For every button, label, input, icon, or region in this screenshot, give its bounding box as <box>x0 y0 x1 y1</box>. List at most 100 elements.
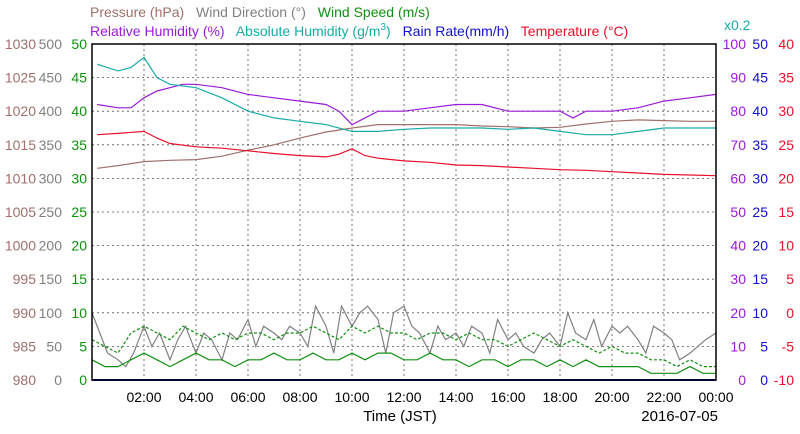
x-axis-ticks: 02:00 04:00 06:00 08:00 10:00 12:00 14:00 16:00… <box>126 389 733 405</box>
wind-direction-tick-label: 0 <box>54 372 62 388</box>
rain-rate-tick-label: 40 <box>752 103 768 119</box>
wind-speed-title: Wind Speed (m/s) <box>318 4 430 20</box>
x-tick-label: 14:00 <box>438 389 473 405</box>
temperature-tick-label: 15 <box>778 204 794 220</box>
temperature-tick-label: 35 <box>778 70 794 86</box>
svg-text:Pressure (hPa) Wind Direct: Pressure (hPa) Wind Direction (°) Wind S… <box>90 4 430 20</box>
temperature-tick-label: 25 <box>778 137 794 153</box>
wind-speed-tick-label: 20 <box>71 238 87 254</box>
pressure-tick-label: 990 <box>13 305 37 321</box>
wind-direction-tick-label: 500 <box>39 36 63 52</box>
rain-rate-tick-label: 15 <box>752 271 768 287</box>
relative-humidity-line <box>97 83 717 126</box>
wind-speed-tick-label: 5 <box>79 338 87 354</box>
wind-speed-tick-label: 0 <box>79 372 87 388</box>
wind-direction-tick-label: 450 <box>39 70 63 86</box>
rain-rate-tick-label: 10 <box>752 305 768 321</box>
relative-humidity-tick-label: 0 <box>738 372 746 388</box>
wind-speed-tick-label: 40 <box>71 103 87 119</box>
pressure-tick-label: 1015 <box>5 137 36 153</box>
temperature-tick-label: 0 <box>786 305 794 321</box>
rain-rate-tick-label: 25 <box>752 204 768 220</box>
relative-humidity-tick-label: 20 <box>730 305 746 321</box>
right-axis-ticks: 1009080706050403020100504540353025201510… <box>723 36 795 388</box>
pressure-title: Pressure (hPa) <box>90 4 184 20</box>
pressure-tick-label: 1010 <box>5 170 36 186</box>
rain-rate-tick-label: 45 <box>752 70 768 86</box>
rain-multiplier-label: x0.2 <box>724 17 751 33</box>
wind-direction-tick-label: 300 <box>39 170 63 186</box>
relative-humidity-tick-label: 70 <box>730 137 746 153</box>
pressure-tick-label: 980 <box>13 372 37 388</box>
relative-humidity-tick-label: 30 <box>730 271 746 287</box>
wind-direction-tick-label: 200 <box>39 238 63 254</box>
temperature-tick-label: -5 <box>782 338 795 354</box>
pressure-tick-label: 995 <box>13 271 37 287</box>
wind-speed-tick-label: 25 <box>71 204 87 220</box>
pressure-tick-label: 1025 <box>5 70 36 86</box>
wind-direction-tick-label: 250 <box>39 204 63 220</box>
x-tick-label: 12:00 <box>386 389 421 405</box>
left-axis-ticks: 1030102510201015101010051000995990985980… <box>5 36 87 388</box>
temperature-tick-label: 5 <box>786 271 794 287</box>
wind-gust-line <box>91 325 716 368</box>
pressure-tick-label: 1020 <box>5 103 36 119</box>
wind-direction-tick-label: 150 <box>39 271 63 287</box>
x-tick-label: 16:00 <box>490 389 525 405</box>
absolute-humidity-line <box>97 56 716 136</box>
rain-rate-title: Rain Rate(mm/h) <box>403 23 510 39</box>
x-tick-label: 08:00 <box>282 389 317 405</box>
relative-humidity-tick-label: 10 <box>730 338 746 354</box>
wind-direction-title: Wind Direction (°) <box>196 4 306 20</box>
relative-humidity-tick-label: 90 <box>730 70 746 86</box>
pressure-tick-label: 1000 <box>5 238 36 254</box>
rain-rate-tick-label: 20 <box>752 238 768 254</box>
x-tick-label: 20:00 <box>594 389 629 405</box>
wind-speed-tick-label: 10 <box>71 305 87 321</box>
plot-frame <box>91 43 717 381</box>
x-tick-label: 22:00 <box>646 389 681 405</box>
pressure-tick-label: 1005 <box>5 204 36 220</box>
x-tick-label: 00:00 <box>698 389 733 405</box>
temperature-tick-label: 30 <box>778 103 794 119</box>
temperature-line <box>97 130 717 177</box>
absolute-humidity-title: Absolute Humidity (g/m3) <box>236 22 391 39</box>
temperature-tick-label: 40 <box>778 36 794 52</box>
relative-humidity-tick-label: 80 <box>730 103 746 119</box>
temperature-title: Temperature (°C) <box>521 23 629 39</box>
rain-rate-tick-label: 30 <box>752 170 768 186</box>
relative-humidity-tick-label: 100 <box>723 36 747 52</box>
pressure-tick-label: 1030 <box>5 36 36 52</box>
temperature-tick-label: 10 <box>778 238 794 254</box>
rain-rate-tick-label: 0 <box>760 372 768 388</box>
relative-humidity-tick-label: 50 <box>730 204 746 220</box>
date-label: 2016-07-05 <box>641 408 718 425</box>
wind-direction-tick-label: 400 <box>39 103 63 119</box>
wind-direction-tick-label: 350 <box>39 137 63 153</box>
wind-speed-tick-label: 45 <box>71 70 87 86</box>
relative-humidity-tick-label: 60 <box>730 170 746 186</box>
wind-speed-tick-label: 50 <box>71 36 87 52</box>
wind-speed-line <box>91 352 716 374</box>
rain-rate-tick-label: 35 <box>752 137 768 153</box>
wind-direction-tick-label: 50 <box>46 338 62 354</box>
pressure-line <box>97 119 716 169</box>
x-tick-label: 02:00 <box>126 389 161 405</box>
x-tick-label: 10:00 <box>334 389 369 405</box>
rain-rate-tick-label: 50 <box>752 36 768 52</box>
wind-speed-tick-label: 35 <box>71 137 87 153</box>
wind-speed-tick-label: 15 <box>71 271 87 287</box>
svg-text:Relative Humidity (%) Abso: Relative Humidity (%) Absolute Humidity … <box>90 22 628 39</box>
x-tick-label: 06:00 <box>230 389 265 405</box>
relative-humidity-title: Relative Humidity (%) <box>90 23 225 39</box>
x-tick-label: 18:00 <box>542 389 577 405</box>
pressure-tick-label: 985 <box>13 338 37 354</box>
x-axis-title: Time (JST) <box>363 408 437 425</box>
temperature-tick-label: 20 <box>778 170 794 186</box>
rain-rate-tick-label: 5 <box>760 338 768 354</box>
x-tick-label: 04:00 <box>178 389 213 405</box>
wind-direction-tick-label: 100 <box>39 305 63 321</box>
wind-speed-tick-label: 30 <box>71 170 87 186</box>
temperature-tick-label: -10 <box>774 372 794 388</box>
